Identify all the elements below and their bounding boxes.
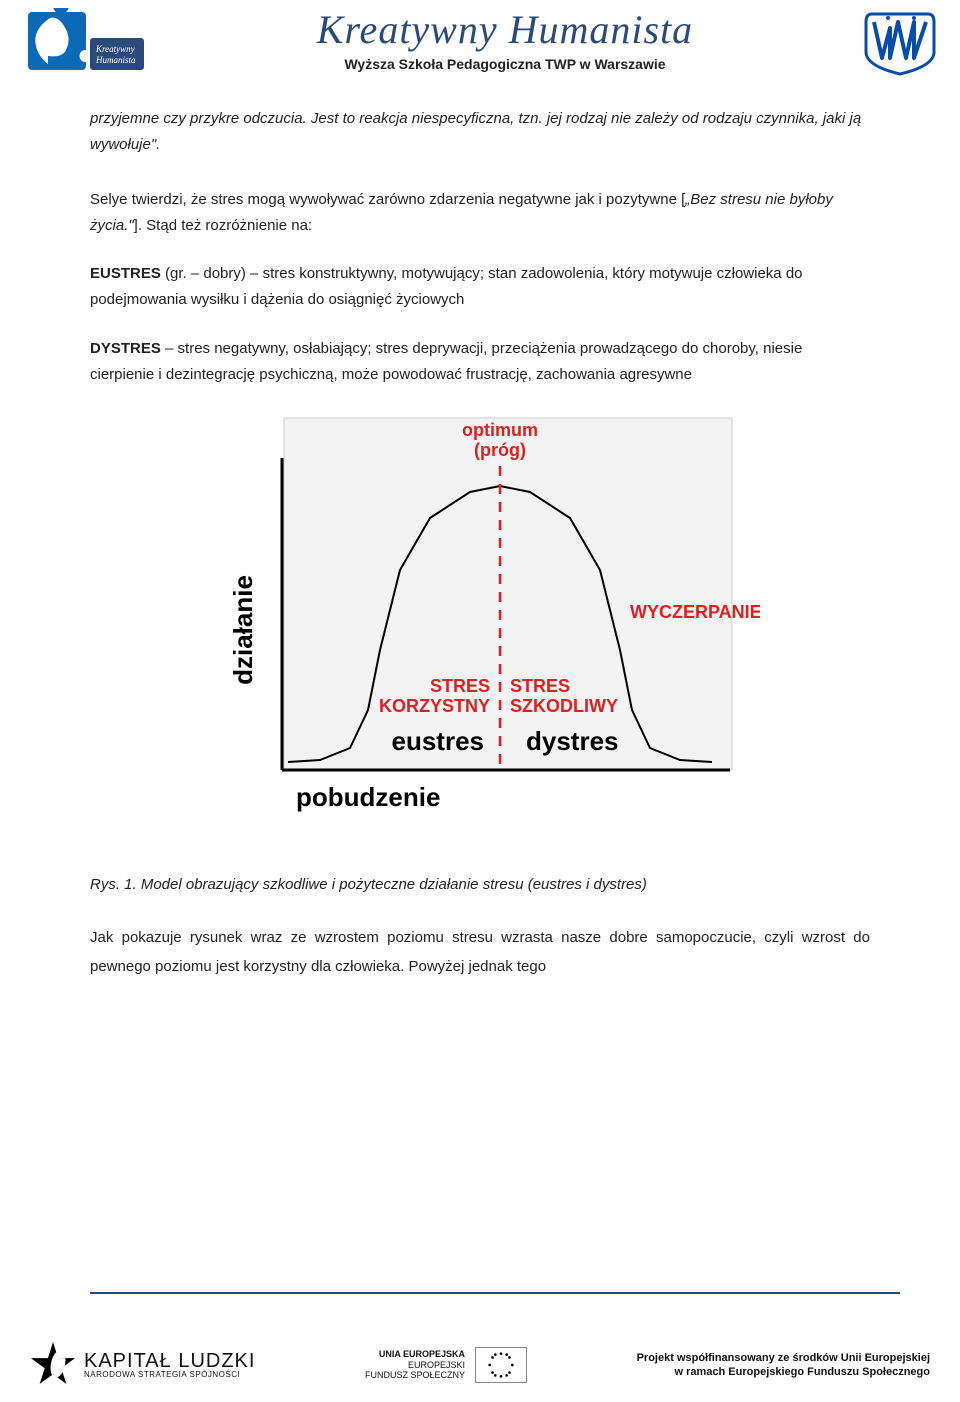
logo-text-bottom: Humanista — [95, 55, 136, 65]
svg-text:STRES: STRES — [430, 676, 490, 696]
paragraph-eustres: EUSTRES (gr. – dobry) – stres konstrukty… — [90, 261, 870, 314]
logo-kreatywny-humanista: Kreatywny Humanista — [20, 8, 150, 78]
svg-text:STRES: STRES — [510, 676, 570, 696]
p1-part-b: ]. Stąd też rozróżnienie na: — [134, 217, 312, 234]
paragraph-dystres: DYSTRES – stres negatywny, osłabiający; … — [90, 336, 870, 389]
svg-text:KORZYSTNY: KORZYSTNY — [379, 696, 490, 716]
stress-bell-chart: optimum(próg)WYCZERPANIESTRESKORZYSTNYST… — [200, 410, 760, 830]
footer-eu-text: UNIA EUROPEJSKA EUROPEJSKI FUNDUSZ SPOŁE… — [365, 1349, 465, 1380]
footer-cofinance: Projekt współfinansowany ze środków Unii… — [637, 1351, 930, 1380]
footer-kapital-ludzki: KAPITAŁ LUDZKI NARODOWA STRATEGIA SPÓJNO… — [30, 1342, 255, 1388]
svg-text:SZKODLIWY: SZKODLIWY — [510, 696, 618, 716]
logo-text-top: Kreatywny — [95, 44, 135, 54]
star-person-icon — [30, 1342, 76, 1388]
document-body: przyjemne czy przykre odczucia. Jest to … — [0, 88, 960, 981]
svg-text:optimum: optimum — [462, 420, 538, 440]
svg-text:eustres: eustres — [392, 726, 485, 756]
kl-text: KAPITAŁ LUDZKI NARODOWA STRATEGIA SPÓJNO… — [84, 1351, 255, 1379]
dystres-term: DYSTRES — [90, 340, 161, 357]
p1-part-a: Selye twierdzi, że stres mogą wywoływać … — [90, 191, 685, 208]
kl-big: KAPITAŁ LUDZKI — [84, 1351, 255, 1371]
header-title: Kreatywny Humanista — [150, 10, 860, 50]
right-l2: w ramach Europejskiego Funduszu Społeczn… — [637, 1365, 930, 1379]
svg-text:działanie: działanie — [228, 575, 258, 685]
page-header: Kreatywny Humanista Kreatywny Humanista … — [0, 0, 960, 88]
right-l1: Projekt współfinansowany ze środków Unii… — [637, 1351, 930, 1365]
puzzle-head-icon: Kreatywny Humanista — [20, 8, 150, 78]
eu-flag-icon — [475, 1347, 527, 1383]
logo-wsp-twp — [860, 8, 940, 78]
mid-l1: UNIA EUROPEJSKA — [365, 1349, 465, 1359]
paragraph-conclusion: Jak pokazuje rysunek wraz ze wzrostem po… — [90, 924, 870, 981]
figure-caption: Rys. 1. Model obrazujący szkodliwe i poż… — [90, 872, 870, 898]
eustres-term: EUSTRES — [90, 265, 161, 282]
footer-eu: UNIA EUROPEJSKA EUROPEJSKI FUNDUSZ SPOŁE… — [365, 1347, 527, 1383]
mid-l3: FUNDUSZ SPOŁECZNY — [365, 1370, 465, 1380]
header-center: Kreatywny Humanista Wyższa Szkoła Pedago… — [150, 8, 860, 72]
chart-svg: optimum(próg)WYCZERPANIESTRESKORZYSTNYST… — [200, 410, 760, 830]
paragraph-selye: Selye twierdzi, że stres mogą wywoływać … — [90, 187, 870, 240]
footer-rule — [90, 1292, 900, 1294]
kl-small: NARODOWA STRATEGIA SPÓJNOŚCI — [84, 1371, 255, 1379]
page-footer: KAPITAŁ LUDZKI NARODOWA STRATEGIA SPÓJNO… — [30, 1342, 930, 1388]
dystres-def: – stres negatywny, osłabiający; stres de… — [90, 340, 802, 383]
svg-text:(próg): (próg) — [474, 440, 526, 460]
svg-text:WYCZERPANIE: WYCZERPANIE — [630, 602, 760, 622]
eustres-def: (gr. – dobry) – stres konstruktywny, mot… — [90, 265, 803, 308]
svg-text:dystres: dystres — [526, 726, 619, 756]
mid-l2: EUROPEJSKI — [365, 1360, 465, 1370]
intro-paragraph: przyjemne czy przykre odczucia. Jest to … — [90, 106, 870, 159]
header-subtitle: Wyższa Szkoła Pedagogiczna TWP w Warszaw… — [150, 56, 860, 72]
svg-text:pobudzenie: pobudzenie — [296, 782, 440, 812]
shield-w-icon — [860, 8, 940, 78]
